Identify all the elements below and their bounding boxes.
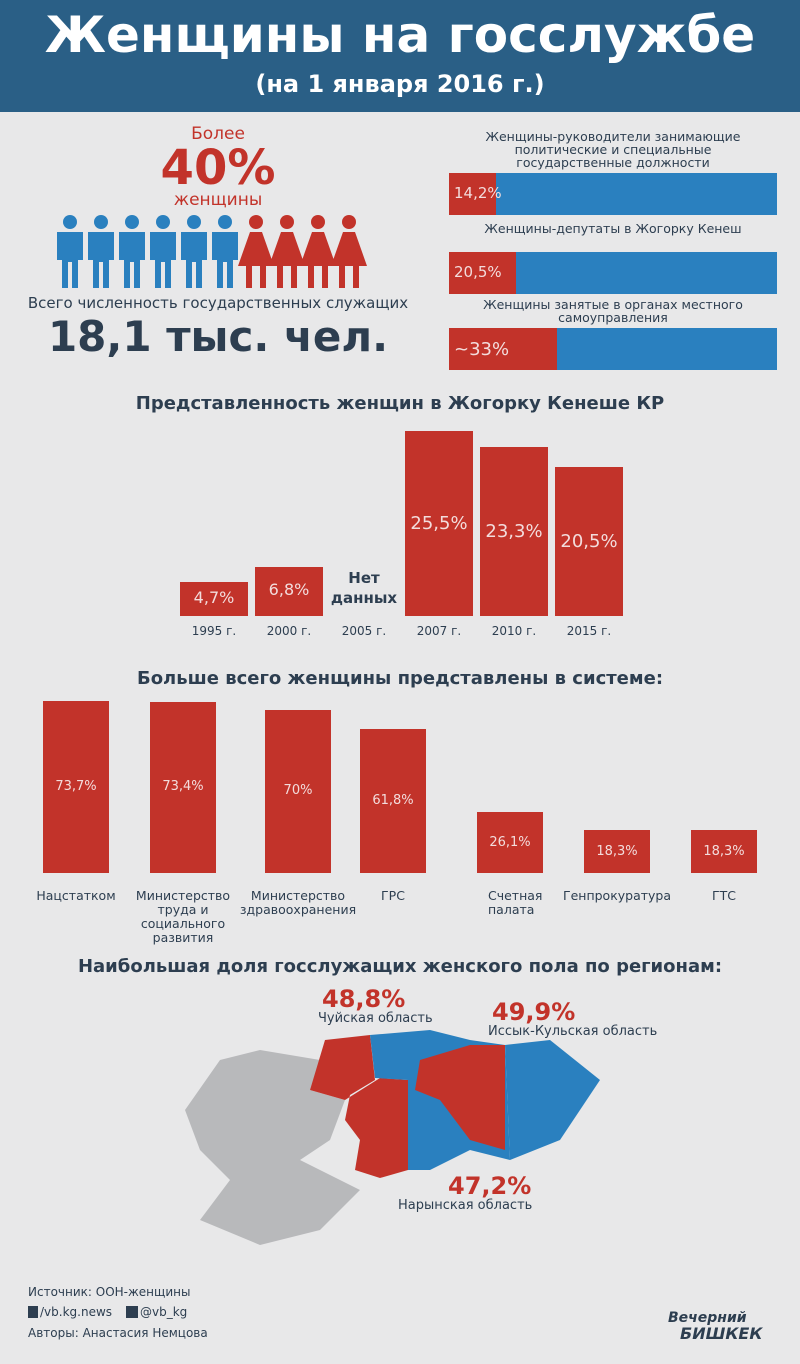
x-tick-label: 2000 г. [266, 624, 312, 638]
bar [477, 812, 543, 873]
x-tick-label: Министерство труда и социального развити… [135, 888, 231, 945]
person-icon [212, 215, 238, 288]
x-tick-label: 2005 г. [341, 624, 387, 638]
facebook: /vb.kg.news [40, 1305, 113, 1319]
share-value-label: ~33% [454, 339, 510, 360]
x-tick-label: Счетная палата [488, 888, 543, 917]
bar [360, 728, 426, 873]
bar [150, 701, 216, 873]
logo-top: Вечерний [668, 1310, 747, 1326]
person-icon [269, 215, 305, 288]
person-icon [238, 215, 274, 288]
bar [43, 700, 109, 873]
bar [584, 830, 650, 873]
source: Источник: ООН-женщины [28, 1285, 191, 1299]
bar [691, 830, 757, 873]
value-label: 18,3% [596, 843, 638, 859]
title: Женщины на госслужбе [44, 6, 756, 64]
x-tick-label: Генпрокуратура [562, 888, 672, 903]
bar [180, 581, 248, 616]
x-tick-label: ГТС [712, 888, 736, 903]
region-value: 48,8% [322, 985, 406, 1013]
share-bar [449, 328, 558, 370]
share-label: Женщины-руководители занимающие политиче… [485, 129, 741, 170]
value-label: 61,8% [372, 792, 414, 808]
person-icon [331, 215, 367, 288]
bar [255, 566, 323, 616]
total-value: 18,1 тыс. чел. [47, 312, 389, 361]
x-tick-label: Министерство здравоохранения [239, 888, 357, 917]
share-prefix: Более [191, 124, 245, 144]
value-label: 73,4% [162, 779, 204, 795]
region-gray [185, 1050, 360, 1245]
person-icon [119, 215, 145, 288]
x-tick-label: 2015 г. [566, 624, 612, 638]
x-tick-label: Нацстатком [36, 888, 116, 903]
value-label: 20,5% [560, 530, 618, 552]
bar [405, 431, 473, 616]
header-band [0, 0, 800, 112]
value-label: 4,7% [193, 587, 235, 607]
authors: Авторы: Анастасия Немцова [28, 1326, 208, 1340]
bar [265, 709, 331, 873]
region-east [505, 1040, 600, 1160]
bar [480, 447, 548, 616]
total-label: Всего численность государственных служащ… [27, 294, 409, 312]
share-label: Женщины занятые в органах местного самоу… [483, 297, 743, 325]
person-icon [88, 215, 114, 288]
value-label: 18,3% [703, 843, 745, 859]
fb-icon [28, 1306, 38, 1318]
share-label: Женщины-депутаты в Жогорку Кенеш [484, 221, 742, 236]
value-label: 6,8% [268, 580, 310, 600]
share-value-label: 20,5% [454, 263, 502, 281]
value-label: 23,3% [485, 520, 543, 542]
share-bar [449, 173, 496, 215]
twitter: @vb_kg [140, 1305, 188, 1319]
region-value: 47,2% [448, 1172, 532, 1200]
region-chui-naryn [310, 1035, 408, 1178]
x-tick-label: 2010 г. [491, 624, 537, 638]
region-name: Чуйская область [318, 1011, 433, 1026]
value-label: 25,5% [410, 512, 468, 534]
parliament-title: Представленность женщин в Жогорку Кенеше… [135, 393, 665, 414]
share-value: 40% [160, 140, 276, 196]
person-icon [57, 215, 83, 288]
people-icons [57, 215, 367, 288]
x-tick-label: 1995 г. [191, 624, 237, 638]
bar [555, 467, 623, 616]
value-label: 70% [283, 783, 313, 799]
share-bar-bg [449, 173, 777, 215]
value-label: Нет данных [330, 569, 398, 607]
region-name: Иссык-Кульская область [488, 1024, 658, 1039]
person-icon [300, 215, 336, 288]
share-value-label: 14,2% [454, 184, 502, 202]
x-tick-label: 2007 г. [416, 624, 462, 638]
share-suffix: женщины [173, 190, 263, 210]
value-label: 73,7% [55, 778, 97, 794]
person-icon [181, 215, 207, 288]
systems-title: Больше всего женщины представлены в сист… [136, 668, 664, 689]
region-value: 49,9% [492, 998, 576, 1026]
region-name: Нарынская область [398, 1198, 533, 1213]
regions-title: Наибольшая доля госслужащих женского пол… [77, 956, 723, 977]
x-tick-label: ГРС [381, 888, 405, 903]
logo-bottom: БИШКЕК [680, 1324, 763, 1343]
region-issykkul [415, 1045, 505, 1150]
subtitle: (на 1 января 2016 г.) [255, 70, 545, 98]
tw-icon [126, 1306, 138, 1318]
value-label: 26,1% [489, 834, 531, 850]
share-bar [449, 252, 517, 294]
person-icon [150, 215, 176, 288]
